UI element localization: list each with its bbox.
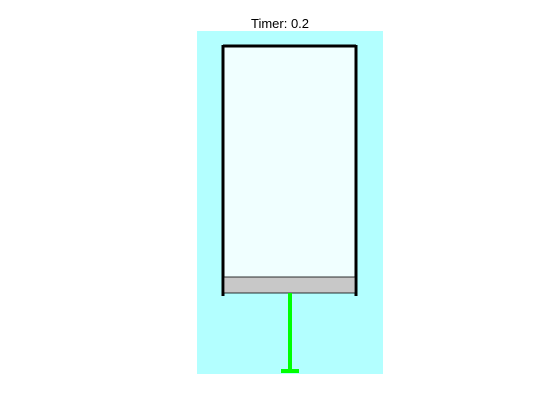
cylinder-interior: [223, 46, 356, 293]
simulation-axes: [197, 31, 383, 374]
cylinder-walls: [221, 44, 358, 296]
piston-cylinder-scene: [197, 31, 383, 374]
piston-head[interactable]: [223, 276, 356, 294]
timer-label: Timer: 0.2: [250, 16, 310, 31]
